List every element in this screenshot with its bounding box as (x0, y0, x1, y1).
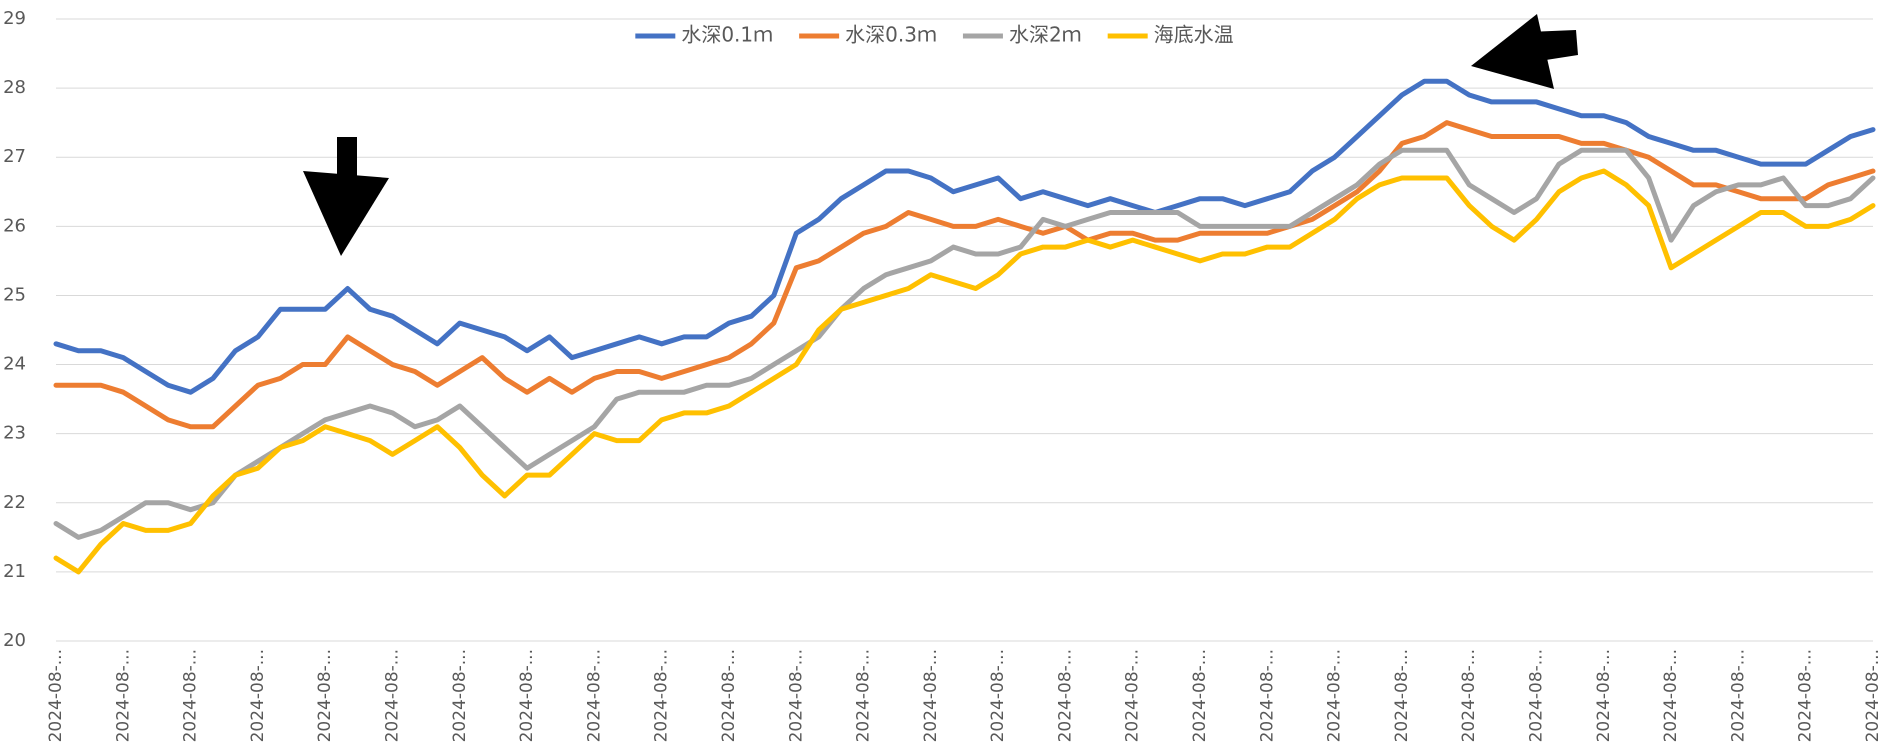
x-tick-label: 2024-08-... (988, 649, 1008, 742)
x-tick-label: 2024-08-... (450, 649, 470, 742)
x-tick-label: 2024-08-... (921, 649, 941, 742)
data-line (53, 120, 1876, 430)
x-tick-label: 2024-08-... (1863, 649, 1878, 742)
x-tick-label: 2024-08-... (113, 649, 133, 742)
x-tick-label: 2024-08-... (46, 649, 66, 742)
y-tick-label: 27 (3, 146, 26, 167)
data-line (53, 168, 1876, 575)
x-tick-label: 2024-08-... (181, 649, 201, 742)
x-tick-label: 2024-08-... (1728, 649, 1748, 742)
legend-label: 水深0.3ｍ (845, 23, 937, 47)
arrow-head (1471, 14, 1554, 89)
x-tick-label: 2024-08-... (584, 649, 604, 742)
x-tick-label: 2024-08-... (1527, 649, 1547, 742)
x-tick-label: 2024-08-... (1459, 649, 1479, 742)
data-line (53, 147, 1876, 540)
legend-label: 海底水温 (1154, 23, 1234, 47)
y-tick-label: 22 (3, 492, 26, 513)
x-tick-label: 2024-08-... (652, 649, 672, 742)
x-tick-label: 2024-08-... (1257, 649, 1277, 742)
x-tick-label: 2024-08-... (719, 649, 739, 742)
y-tick-label: 25 (3, 284, 26, 305)
x-tick-label: 2024-08-... (1190, 649, 1210, 742)
data-line (53, 78, 1876, 395)
plot-area: 20 21 22 23 24 25 26 27 28 29 2024-08-... 2024-08-.… (3, 8, 1878, 742)
x-tick-label: 2024-08-... (786, 649, 806, 742)
y-tick-label: 29 (3, 8, 26, 29)
x-tick-label: 2024-08-... (315, 649, 335, 742)
legend-label: 水深0.1ｍ (681, 23, 773, 47)
x-tick-label: 2024-08-... (248, 649, 268, 742)
x-tick-label: 2024-08-... (382, 649, 402, 742)
y-tick-label: 28 (3, 77, 26, 98)
arrow-head (303, 171, 389, 256)
y-tick-label: 21 (3, 561, 26, 582)
x-tick-label: 2024-08-... (1796, 649, 1816, 742)
annotation-arrows (303, 14, 1578, 256)
x-tick-label: 2024-08-... (1661, 649, 1681, 742)
x-tick-label: 2024-08-... (1123, 649, 1143, 742)
legend: 水深0.1ｍ 水深0.3ｍ 水深2ｍ 海底水温 (635, 23, 1234, 47)
x-tick-label: 2024-08-... (854, 649, 874, 742)
y-tick-label: 20 (3, 630, 26, 651)
y-tick-label: 26 (3, 215, 26, 236)
x-tick-label: 2024-08-... (1594, 649, 1614, 742)
x-tick-label: 2024-08-... (1392, 649, 1412, 742)
x-tick-label: 2024-08-... (1055, 649, 1075, 742)
x-tick-label: 2024-08-... (517, 649, 537, 742)
y-tick-label: 24 (3, 354, 26, 375)
x-tick-label: 2024-08-... (1325, 649, 1345, 742)
legend-label: 水深2ｍ (1009, 23, 1082, 47)
y-tick-label: 23 (3, 423, 26, 444)
